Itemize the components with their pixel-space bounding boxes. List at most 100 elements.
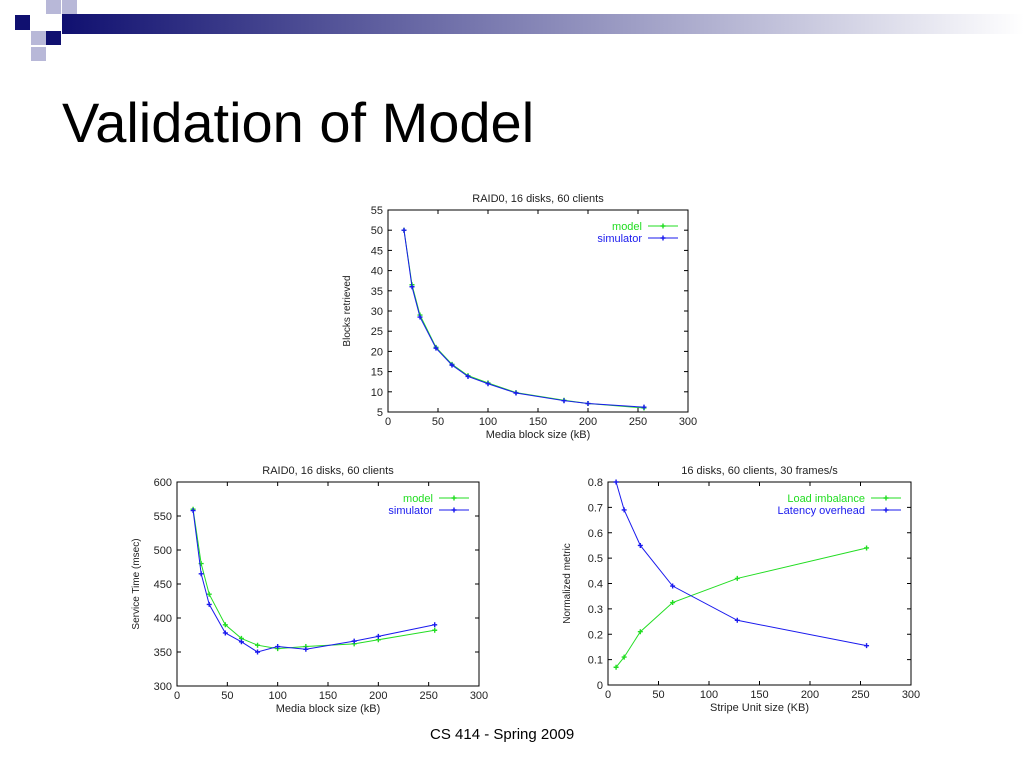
data-point [417,314,423,320]
data-point [734,617,740,623]
x-tick-label: 250 [419,690,437,702]
y-tick-label: 0.2 [588,629,603,641]
legend-marker [883,495,889,501]
plot-frame [387,209,689,413]
series-line [615,481,867,647]
legend-marker [660,223,666,229]
y-tick-label: 20 [371,346,383,358]
data-point [198,571,204,577]
data-point [637,629,643,635]
y-tick-label: 350 [154,647,172,659]
chart-blocks-retrieved: RAID0, 16 disks, 60 clients 0 50 100 150 200 2… [300,186,710,444]
chart-svg: RAID0, 16 disks, 60 clients 0 50 100 150 200 2… [342,193,697,441]
x-tick-label: 300 [902,689,920,701]
slide-title: Validation of Model [62,91,535,154]
chart-svg: RAID0, 16 disks, 60 clients 0 50 100 150 200 2… [131,465,488,715]
x-tick-label: 100 [700,689,718,701]
header-square [31,47,46,61]
y-tick-label: 0.4 [588,579,603,591]
x-tick-label: 100 [479,416,497,428]
data-point [613,664,619,670]
data-point [409,284,415,290]
y-tick-label: 45 [371,245,383,257]
data-point [255,649,261,655]
legend-label: model [612,221,642,233]
x-tick-label: 250 [851,689,869,701]
x-tick-label: 50 [432,416,444,428]
x-axis-label: Media block size (kB) [276,703,381,715]
legend-label: simulator [388,505,433,517]
y-tick-label: 25 [371,326,383,338]
y-tick-label: 0.8 [588,477,603,489]
y-tick-label: 0.7 [588,502,603,514]
series-line [615,547,867,668]
y-tick-label: 50 [371,225,383,237]
x-tick-label: 150 [529,416,547,428]
chart-title: RAID0, 16 disks, 60 clients [262,465,394,477]
chart-service-time: RAID0, 16 disks, 60 clients 0 50 100 150 200 2… [100,458,500,720]
data-point [433,345,439,351]
series-line [403,230,645,409]
header-gradient-bar [62,14,1024,34]
data-point [351,638,357,644]
x-axis-label: Stripe Unit size (KB) [710,702,809,714]
series-line [403,230,645,408]
chart-svg: 16 disks, 60 clients, 30 frames/s 0 50 100 1… [562,465,920,714]
y-axis-label: Blocks retrieved [342,275,353,346]
data-point [303,646,309,652]
x-tick-label: 0 [385,416,391,428]
y-axis-label: Normalized metric [562,543,573,624]
data-point [485,381,491,387]
data-point [432,627,438,633]
header-square [15,15,30,30]
y-tick-label: 0.1 [588,655,603,667]
y-tick-label: 0.6 [588,528,603,540]
y-tick-label: 300 [154,681,172,693]
header-square [31,31,46,45]
y-axis-label: Service Time (msec) [131,538,142,629]
plot-frame [607,481,912,686]
legend-label: simulator [597,233,642,245]
data-point [513,390,519,396]
y-tick-label: 55 [371,205,383,217]
data-point [222,630,228,636]
data-point [275,644,281,650]
data-point [670,600,676,606]
data-point [190,508,196,514]
y-tick-label: 400 [154,613,172,625]
legend-marker [883,507,889,513]
data-point [670,583,676,589]
data-point [621,654,627,660]
x-tick-label: 300 [470,690,488,702]
chart-stripe-unit: 16 disks, 60 clients, 30 frames/s 0 50 100 1… [530,458,930,720]
data-point [465,373,471,379]
legend-label: Load imbalance [787,493,865,505]
data-point [375,633,381,639]
data-point [401,227,407,233]
series-line [192,509,435,650]
data-point [613,479,619,485]
data-point [449,362,455,368]
legend-label: Latency overhead [778,505,865,517]
y-tick-label: 40 [371,266,383,278]
data-point [734,575,740,581]
header-square [46,31,61,45]
y-tick-label: 35 [371,286,383,298]
x-tick-label: 200 [579,416,597,428]
data-point [561,398,567,404]
data-point [222,622,228,628]
y-tick-label: 0 [597,680,603,692]
header-square [62,0,77,14]
y-tick-label: 550 [154,511,172,523]
legend-marker [451,495,457,501]
data-point [206,601,212,607]
y-tick-label: 0.3 [588,604,603,616]
x-tick-label: 200 [801,689,819,701]
y-tick-label: 30 [371,306,383,318]
y-tick-label: 600 [154,477,172,489]
x-tick-label: 250 [629,416,647,428]
x-tick-label: 50 [652,689,664,701]
data-point [255,642,261,648]
series-line [192,510,435,653]
chart-title: 16 disks, 60 clients, 30 frames/s [681,465,838,477]
